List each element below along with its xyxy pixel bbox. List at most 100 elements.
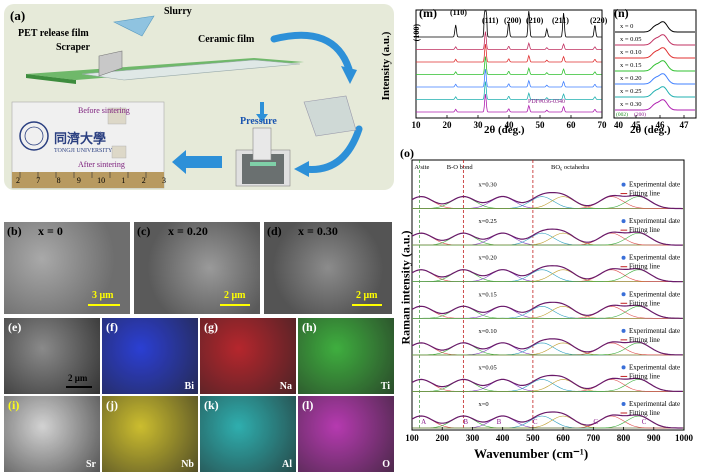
raman-legend-exp-label: Experimental date (629, 327, 680, 335)
raman-legend-exp-marker (621, 219, 626, 224)
composition-label: x = 0.20 (168, 224, 208, 238)
xrd-zoom-series-line (615, 47, 695, 59)
raman-ylabel: Raman intensity (a.u.) (398, 230, 413, 345)
raman-legend-fit-label: Fitting line (629, 336, 660, 344)
eds-map-panel: (g) Na (200, 318, 296, 394)
raman-component-line (412, 232, 684, 246)
ruler-number: 7 (36, 176, 41, 185)
chinese-name-text: 同濟大學 (54, 131, 107, 146)
xrd-zoom-legend-label: x = 0.25 (620, 88, 642, 95)
eds-map-panel: (h) Ti (298, 318, 394, 394)
peak-label: (200) (504, 16, 522, 25)
panel-label: (d) (267, 224, 282, 238)
scale-text: 3 μm (92, 290, 114, 301)
sem-panel-c: (c) x = 0.20 2 μm (134, 222, 260, 314)
ceramic-film-shape (81, 59, 301, 81)
eds-map-panel: (i) Sr (4, 396, 100, 472)
raman-region-label: A site (414, 164, 429, 171)
slurry-shape (113, 15, 155, 37)
eds-panel-label: (f) (106, 320, 118, 334)
raman-component-line (412, 305, 684, 319)
raman-legend-exp-marker (621, 255, 626, 260)
peak-label: (110) (450, 8, 467, 17)
xrd-tick-label: 20 (443, 120, 453, 130)
raman-component-line (412, 342, 685, 356)
raman-component-line (412, 232, 684, 246)
ruler-number: 2 (16, 176, 20, 185)
xrd-series-line (416, 56, 602, 75)
eds-panel-label: (l) (302, 398, 314, 412)
after-sintering-label: After sintering (78, 160, 125, 169)
scale-bar (88, 304, 120, 306)
sem-panel-b: (b) x = 0 3 μm (4, 222, 130, 314)
xrd-zoom-legend-label: x = 0.30 (620, 101, 642, 108)
xrd-zoom-series-line (615, 21, 695, 33)
raman-fit-envelope (411, 265, 683, 283)
raman-mode-label: C (642, 418, 647, 426)
peak-label: (100) (412, 24, 421, 42)
raman-tick-label: 700 (587, 433, 601, 443)
xrd-series-line (416, 31, 602, 50)
raman-mode-label: C (593, 418, 598, 426)
hkl-label: (200) (634, 111, 646, 118)
xrd-zoom-xlabel: 2θ (deg.) (630, 124, 671, 136)
scraper-shape (98, 50, 123, 77)
composition-label: x = 0.30 (298, 224, 338, 238)
eds-map-panel: (f) Bi (102, 318, 198, 394)
raman-legend-fit-label: Fitting line (629, 409, 660, 417)
pet-film-label: PET release film (18, 28, 89, 39)
raman-composition-label: x=0.15 (478, 291, 496, 298)
raman-fit-envelope (411, 338, 683, 356)
raman-tick-label: 900 (647, 433, 661, 443)
raman-region-label: B-O bond (447, 164, 474, 171)
xrd-zoom-panel-label: (n) (614, 6, 629, 20)
raman-tick-label: 300 (466, 433, 480, 443)
xrd-zoom-series-line (615, 73, 695, 85)
raman-fit-envelope (411, 411, 683, 429)
xrd-zoom-chart: x = 0.30 x = 0.25 x = 0.20 x = 0.15 x = 0.10… (613, 9, 697, 130)
raman-tick-label: 800 (617, 433, 631, 443)
slurry-label: Slurry (164, 6, 192, 17)
raman-component-line (411, 342, 684, 356)
raman-component-line (412, 196, 684, 209)
xrd-zoom-legend-label: x = 0.10 (620, 49, 642, 56)
peak-label: (210) (526, 16, 544, 25)
raman-panel-label: (o) (400, 146, 414, 160)
raman-component-line (412, 196, 684, 209)
scale-text: 2 μm (356, 290, 378, 301)
eds-map-panel: (l) O (298, 396, 394, 472)
raman-composition-label: x=0.25 (478, 218, 496, 225)
raman-legend-exp-label: Experimental date (629, 217, 680, 225)
raman-tick-label: 1000 (675, 433, 694, 443)
panel-label: (b) (7, 224, 22, 238)
raman-component-line (412, 379, 684, 392)
element-label: Sr (86, 459, 96, 470)
pressure-label: Pressure (240, 116, 277, 127)
xrd-zoom-tick-label: 45 (632, 120, 642, 130)
element-label: Na (279, 381, 292, 392)
eds-panel-label: (j) (106, 398, 118, 412)
xrd-zoom-frame (613, 9, 697, 119)
raman-legend-exp-marker (621, 365, 626, 370)
raman-legend-exp-marker (621, 402, 626, 406)
raman-mode-label: B (497, 418, 502, 426)
peak-label: (220) (590, 16, 608, 25)
raman-component-line (412, 415, 684, 429)
raman-composition-label: x=0.30 (478, 182, 496, 189)
xrd-series-line (416, 93, 602, 113)
raman-tick-label: 100 (405, 433, 419, 443)
raman-composition-label: x=0.20 (478, 255, 496, 262)
xrd-zoom-legend-label: x = 0.15 (620, 62, 642, 69)
scale-bar (352, 304, 382, 306)
raman-legend-exp-label: Experimental date (629, 400, 680, 408)
raman-tick-label: 600 (556, 433, 570, 443)
ruler-number: 1 (121, 176, 126, 185)
raman-fit-envelope (411, 301, 683, 319)
before-sintering-label: Before sintering (78, 106, 130, 115)
raman-legend-exp-marker (621, 182, 626, 187)
xrd-panel-label: (m) (419, 6, 437, 20)
xrd-series-line (416, 68, 602, 88)
xrd-zoom-tick-label: 47 (680, 120, 690, 130)
scale-bar (220, 304, 250, 306)
xrd-peak-labels: (100) (110) (111) (200) (210) (211) (220… (412, 6, 612, 46)
